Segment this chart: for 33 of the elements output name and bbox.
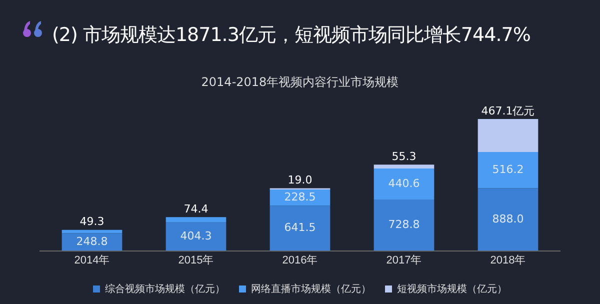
x-tick-label: 2016年 — [282, 254, 318, 266]
bar — [478, 152, 538, 188]
data-label: 888.0 — [492, 212, 524, 226]
bar — [478, 119, 538, 152]
bar — [62, 230, 122, 234]
bar — [270, 206, 330, 251]
data-label: 19.0 — [288, 174, 312, 187]
chart-title: (2) 市场规模达1871.3亿元，短视频市场同比增长744.7% — [52, 23, 530, 48]
data-label: 404.3 — [180, 229, 212, 242]
data-label: 228.5 — [284, 190, 316, 204]
bar — [374, 168, 434, 200]
data-label: 55.3 — [392, 150, 416, 163]
data-label: 467.1亿元 — [481, 104, 535, 118]
bar — [374, 199, 434, 251]
x-tick-label: 2017年 — [386, 254, 422, 266]
data-label: 248.8 — [76, 234, 108, 248]
data-label: 440.6 — [388, 176, 420, 190]
bar — [374, 164, 434, 168]
data-label: 74.4 — [184, 202, 208, 216]
data-label: 49.3 — [80, 215, 104, 228]
bar — [478, 188, 538, 251]
data-label: 516.2 — [492, 162, 524, 176]
chart-subtitle: 2014-2018年视频内容行业市场规模 — [200, 74, 400, 91]
bar — [166, 217, 226, 222]
legend-label: 综合视频市场规模（亿元） — [105, 282, 225, 295]
data-label: 728.8 — [388, 218, 420, 232]
x-tick-label: 2015年 — [178, 254, 214, 266]
bar — [166, 222, 226, 251]
x-tick-label: 2018年 — [490, 254, 526, 266]
legend-label: 网络直播市场规模（亿元） — [251, 282, 371, 295]
x-tick-label: 2014年 — [74, 254, 110, 266]
data-label: 641.5 — [284, 221, 316, 234]
legend-label: 短视频市场规模（亿元） — [397, 282, 507, 295]
